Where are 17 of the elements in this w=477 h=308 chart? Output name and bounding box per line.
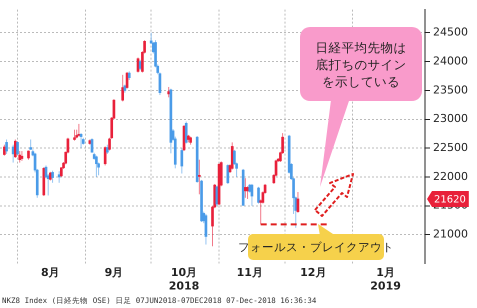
annotation: 日経平均先物は底打ちのサインを示している xyxy=(315,38,407,90)
y-tick-label: 23500 xyxy=(433,83,468,96)
y-tick-label: 23000 xyxy=(433,112,468,126)
annotation: フォールス・ブレイクアウト xyxy=(238,238,394,256)
speech-bubble: 日経平均先物は底打ちのサインを示している xyxy=(300,27,422,187)
y-tick-label: 22500 xyxy=(433,141,468,154)
x-tick-label: 8月 xyxy=(41,266,60,280)
annotation: 21620 xyxy=(434,194,466,206)
y-tick-label: 24500 xyxy=(433,26,468,39)
y-tick-label: 21000 xyxy=(433,228,468,241)
x-tick-label: 9月 xyxy=(104,266,124,280)
x-tick-label: 12月 xyxy=(300,266,326,280)
x-tick-label: 11月 xyxy=(236,266,263,280)
x-tick-label: 1月 2019 xyxy=(370,266,401,292)
y-tick-label: 22000 xyxy=(433,170,468,183)
x-tick-label: 10月 2018 xyxy=(168,266,200,292)
y-tick-label: 24000 xyxy=(433,54,468,68)
